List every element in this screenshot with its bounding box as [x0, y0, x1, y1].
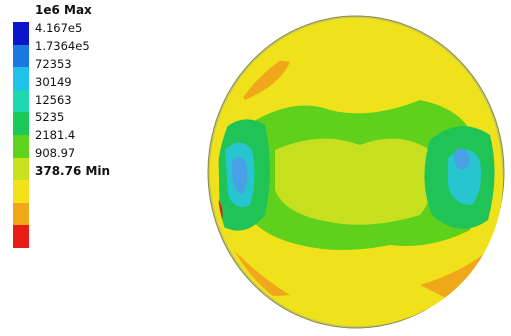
contour-right-blue: [454, 148, 470, 170]
legend-label: 12563: [35, 92, 72, 107]
legend-label: 30149: [35, 74, 72, 89]
contour-legend: 1e6 Max 4.167e5 1.7364e5 72353 30149 12563 523…: [0, 0, 200, 332]
legend-swatch: [13, 202, 29, 226]
contour-red-top-right: [478, 40, 498, 62]
legend-swatch: [13, 67, 29, 91]
legend-label: 2181.4: [35, 128, 76, 143]
legend-swatch: [13, 180, 29, 204]
legend-swatch: [13, 157, 29, 181]
legend-swatch: [13, 112, 29, 136]
contour-left-blue: [232, 156, 248, 195]
legend-swatch: [13, 89, 29, 113]
legend-swatch: [13, 44, 29, 68]
legend-label: 72353: [35, 56, 72, 71]
legend-label: 378.76 Min: [35, 164, 111, 179]
contour-orange-bottom-right: [420, 240, 500, 305]
legend-swatch: [13, 22, 29, 45]
legend-swatch: [13, 225, 29, 249]
legend-label: 908.97: [35, 146, 76, 161]
legend-label: 1.7364e5: [35, 38, 90, 53]
contour-yellowgreen-center: [275, 138, 434, 225]
legend-label: 5235: [35, 110, 65, 125]
legend-swatch: [13, 135, 29, 158]
legend-label: 4.167e5: [35, 20, 83, 35]
legend-label: 1e6 Max: [35, 3, 92, 17]
